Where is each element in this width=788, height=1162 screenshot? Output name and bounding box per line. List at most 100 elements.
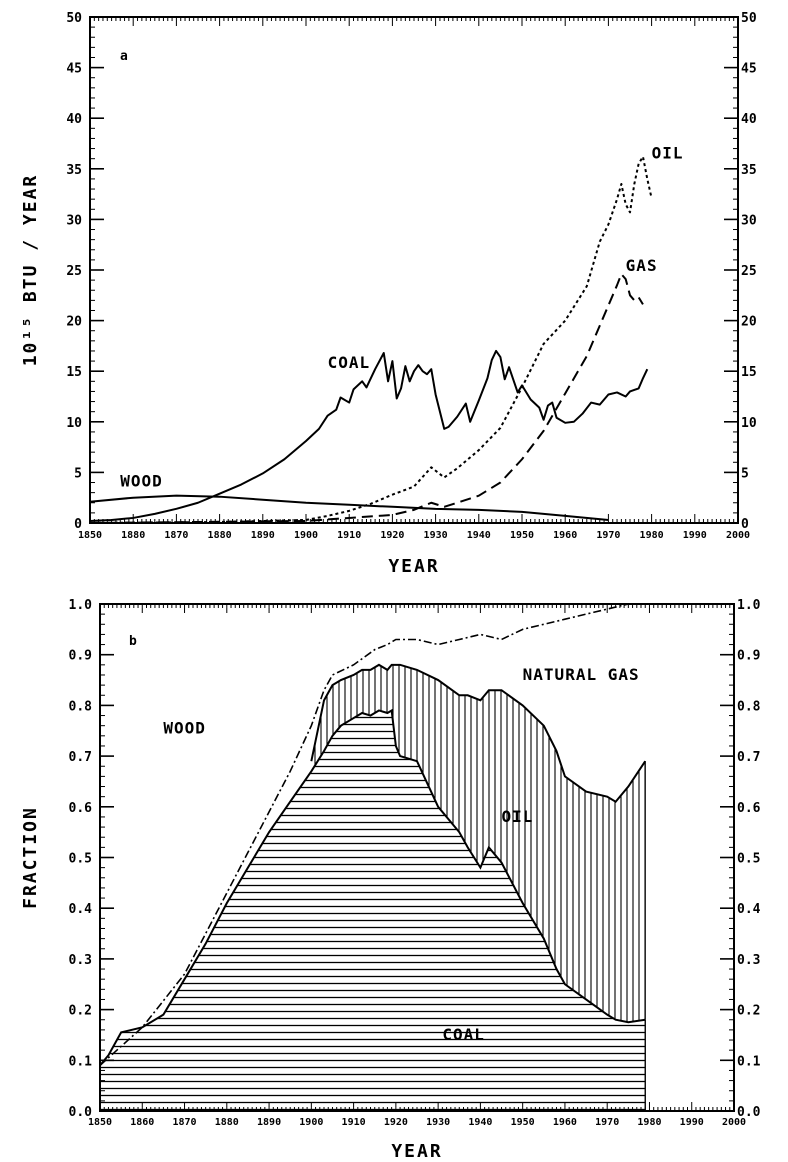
y-tick-label-right: 0.8 <box>737 699 761 714</box>
y-tick-label-right: 50 <box>741 11 757 26</box>
y-tick-label-left: 35 <box>66 163 82 178</box>
x-tick-label: 1900 <box>299 1117 323 1128</box>
series-label-coal: COAL <box>328 353 371 372</box>
x-tick-label: 1900 <box>294 530 318 541</box>
plot-area <box>89 155 653 524</box>
y-tick-label-right: 0.9 <box>737 649 760 664</box>
y-tick-label-left: 0.0 <box>69 1105 93 1120</box>
panel-label: b <box>129 634 137 649</box>
x-tick-label: 2000 <box>722 1117 746 1128</box>
y-tick-label-left: 15 <box>66 365 82 380</box>
x-tick-label: 1950 <box>510 530 534 541</box>
x-tick-label: 1880 <box>121 530 145 541</box>
y-tick-label-left: 0.7 <box>69 750 92 765</box>
y-tick-label-left: 10 <box>66 416 82 431</box>
x-tick-label: 1940 <box>467 530 491 541</box>
x-tick-label: 1920 <box>380 530 404 541</box>
y-tick-label-left: 50 <box>66 11 82 26</box>
oil-line <box>89 155 653 524</box>
series-labels: WOOD NATURAL GAS OIL COAL <box>163 665 640 1044</box>
series-label-natural-gas: NATURAL GAS <box>523 665 640 684</box>
y-tick-label-right: 0.7 <box>737 750 760 765</box>
y-tick-label-right: 1.0 <box>737 598 761 613</box>
coal-area <box>100 710 646 1111</box>
series-label-coal: COAL <box>442 1025 485 1044</box>
y-tick-label-left: 20 <box>66 315 82 330</box>
x-tick-label: 1990 <box>680 1117 704 1128</box>
y-tick-labels: 0.0 0.0 0.1 0.1 0.2 0.2 0.3 0.3 0.4 0.4 0.5 0.5 0.6 0… <box>69 598 761 1120</box>
y-tick-label-left: 0.3 <box>69 953 92 968</box>
y-tick-label-left: 45 <box>66 62 82 77</box>
x-tick-label: 1950 <box>511 1117 535 1128</box>
y-axis-title: FRACTION <box>20 806 41 909</box>
series-label-oil: OIL <box>652 144 684 163</box>
panel-label: a <box>120 49 128 64</box>
x-tick-label: 1890 <box>251 530 275 541</box>
x-axis-title: YEAR <box>391 1141 442 1162</box>
x-tick-label: 1970 <box>595 1117 619 1128</box>
oil-area <box>311 664 646 1023</box>
y-tick-label-left: 0.9 <box>69 649 92 664</box>
x-tick-label: 1910 <box>337 530 361 541</box>
y-tick-label-right: 0.3 <box>737 953 760 968</box>
x-tick-label: 1870 <box>164 530 188 541</box>
series-label-wood: WOOD <box>163 718 206 737</box>
y-tick-label-left: 0.2 <box>69 1004 92 1019</box>
y-tick-label-left: 0 <box>74 517 82 532</box>
y-tick-label-left: 30 <box>66 213 82 228</box>
energy-fraction-chart: 1850 1860 1870 1880 1890 1900 1910 1920 1930 1940… <box>20 598 761 1162</box>
gas-line <box>89 273 644 524</box>
y-tick-labels: 0 0 5 5 10 10 15 15 20 20 25 25 30 30 35 35 40 40 45 45 50 50 <box>66 11 756 532</box>
x-tick-label: 1850 <box>88 1117 112 1128</box>
y-tick-label-right: 0.1 <box>737 1054 761 1069</box>
x-tick-label: 1960 <box>553 1117 577 1128</box>
y-tick-label-left: 0.4 <box>69 902 93 917</box>
energy-consumption-chart: 1850 1880 1870 1880 1890 1900 1910 1920 1930 1940… <box>20 11 757 577</box>
plot-area <box>99 603 647 1111</box>
y-tick-label-left: 0.6 <box>69 801 93 816</box>
y-tick-label-left: 5 <box>74 466 82 481</box>
axis-ticks <box>99 603 735 1112</box>
y-tick-label-right: 30 <box>741 213 757 228</box>
y-axis-title: 10¹⁵ BTU / YEAR <box>20 174 41 367</box>
y-tick-label-left: 25 <box>66 264 82 279</box>
y-tick-label-left: 0.8 <box>69 699 93 714</box>
y-tick-label-right: 0.4 <box>737 902 761 917</box>
x-tick-label: 1930 <box>426 1117 450 1128</box>
y-tick-label-right: 15 <box>741 365 757 380</box>
y-tick-label-right: 35 <box>741 163 757 178</box>
y-tick-label-left: 1.0 <box>69 598 93 613</box>
x-tick-label: 1980 <box>637 1117 661 1128</box>
series-label-wood: WOOD <box>120 472 163 491</box>
x-tick-label: 1970 <box>596 530 620 541</box>
x-tick-label: 1920 <box>384 1117 408 1128</box>
x-tick-label: 1870 <box>172 1117 196 1128</box>
y-tick-label-right: 0 <box>741 517 749 532</box>
y-tick-label-right: 40 <box>741 112 757 127</box>
x-tick-label: 1930 <box>424 530 448 541</box>
coal-line <box>89 349 649 522</box>
y-tick-label-left: 40 <box>66 112 82 127</box>
x-tick-label: 1910 <box>342 1117 366 1128</box>
x-axis-title: YEAR <box>388 556 439 577</box>
x-tick-labels: 1850 1860 1870 1880 1890 1900 1910 1920 1930 1940… <box>88 1117 746 1128</box>
x-tick-label: 1990 <box>683 530 707 541</box>
oil-boundary-line <box>310 663 647 804</box>
y-tick-label-right: 25 <box>741 264 757 279</box>
y-tick-label-right: 20 <box>741 315 757 330</box>
y-tick-label-left: 0.5 <box>69 852 92 867</box>
x-tick-labels: 1850 1880 1870 1880 1890 1900 1910 1920 1930 1940… <box>78 530 750 541</box>
x-tick-label: 1890 <box>257 1117 281 1128</box>
wood-line <box>89 494 609 521</box>
axis-ticks <box>89 16 739 524</box>
x-tick-label: 1860 <box>130 1117 154 1128</box>
x-tick-label: 2000 <box>726 530 750 541</box>
series-labels: WOOD COAL OIL GAS <box>120 144 684 491</box>
x-tick-label: 1940 <box>468 1117 492 1128</box>
y-tick-label-left: 0.1 <box>69 1054 93 1069</box>
x-tick-label: 1980 <box>640 530 664 541</box>
y-tick-label-right: 0.5 <box>737 852 760 867</box>
x-tick-label: 1880 <box>215 1117 239 1128</box>
y-tick-label-right: 0.2 <box>737 1004 760 1019</box>
